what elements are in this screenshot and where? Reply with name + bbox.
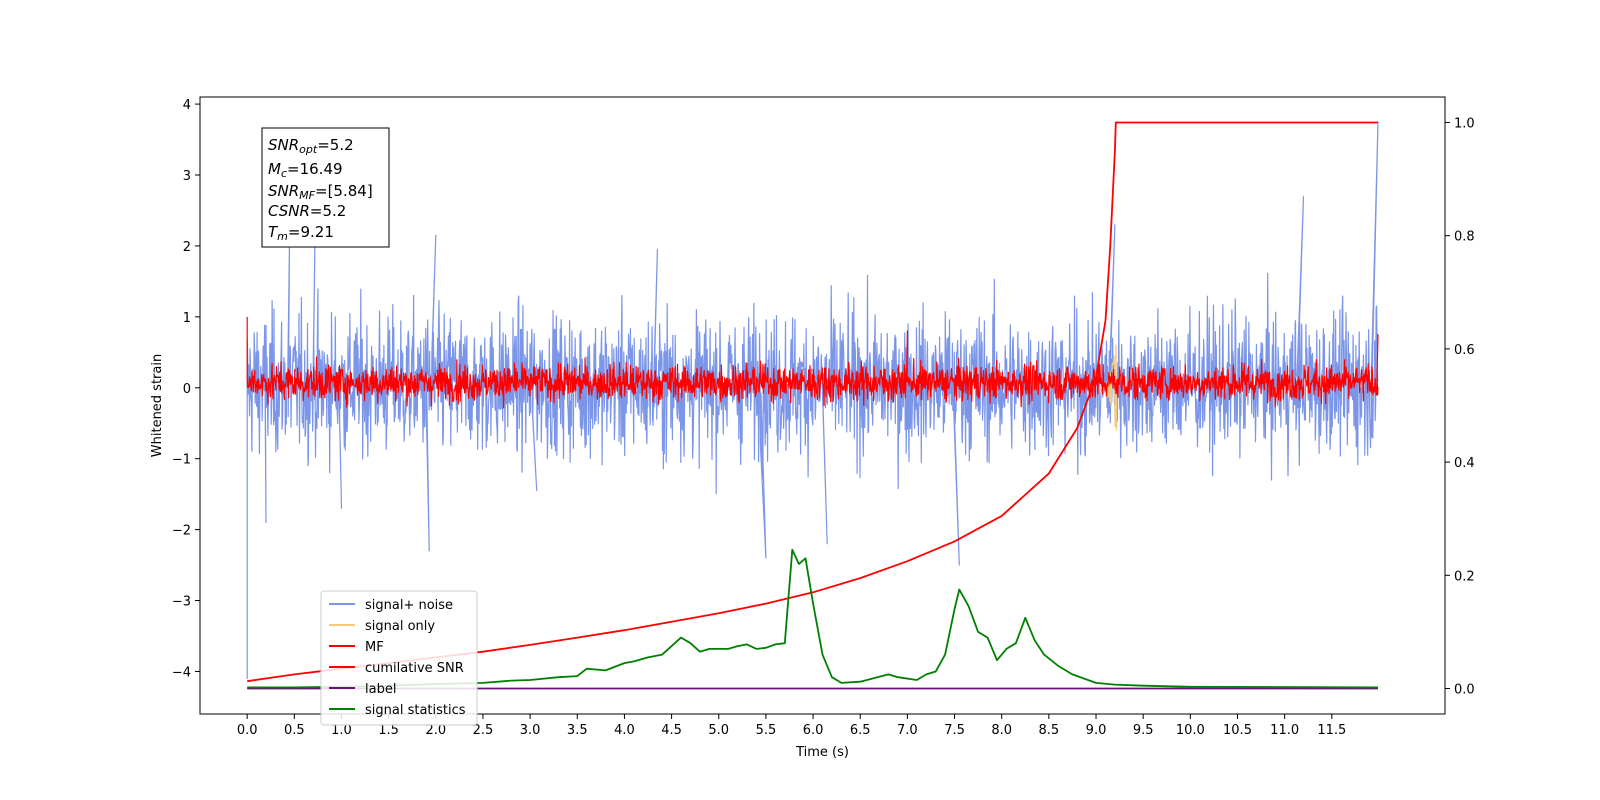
x-tick-label: 9.0 bbox=[1086, 723, 1107, 738]
stats-annotation-box: SNRopt=5.2 Mc=16.49 SNRMF=[5.84] CSNR=5.… bbox=[261, 127, 390, 248]
x-tick-label: 6.0 bbox=[803, 723, 824, 738]
x-tick-label: 10.5 bbox=[1223, 723, 1252, 738]
y-tick-label: 1 bbox=[183, 311, 191, 326]
y-right-tick-label: 0.2 bbox=[1454, 569, 1475, 584]
x-tick-label: 8.5 bbox=[1039, 723, 1060, 738]
legend-entry: signal only bbox=[365, 619, 435, 634]
x-tick-label: 5.5 bbox=[756, 723, 777, 738]
x-axis-label: Time (s) bbox=[795, 745, 849, 760]
x-tick-label: 9.5 bbox=[1133, 723, 1154, 738]
x-tick-label: 4.0 bbox=[614, 723, 635, 738]
series-line bbox=[246, 316, 1379, 409]
x-tick-label: 3.5 bbox=[567, 723, 588, 738]
y-tick-label: −1 bbox=[172, 453, 191, 468]
annotation-mc: Mc=16.49 bbox=[268, 160, 343, 180]
x-tick-label: 2.0 bbox=[425, 723, 446, 738]
y-tick-label: −4 bbox=[172, 665, 191, 680]
legend-entry: signal statistics bbox=[365, 703, 466, 718]
annotation-tm: Tm=9.21 bbox=[268, 223, 334, 243]
y-right-tick-label: 0.8 bbox=[1454, 230, 1475, 245]
annotation-snr-mf: SNRMF=[5.84] bbox=[268, 182, 373, 202]
legend-entry: label bbox=[365, 682, 396, 697]
x-tick-label: 5.0 bbox=[708, 723, 729, 738]
y-tick-label: −2 bbox=[172, 524, 191, 539]
series-line bbox=[247, 548, 1379, 689]
axes-frame bbox=[199, 96, 1446, 715]
y-right-tick-label: 1.0 bbox=[1454, 116, 1475, 131]
x-tick-label: 4.5 bbox=[661, 723, 682, 738]
x-tick-label: 6.5 bbox=[850, 723, 871, 738]
x-tick-label: 11.0 bbox=[1270, 723, 1299, 738]
legend: signal+ noise signal only MF cumilative SNR… bbox=[320, 590, 478, 726]
y-tick-label: 0 bbox=[183, 382, 191, 397]
y-axis-label: Whitened strain bbox=[150, 354, 165, 457]
annotation-csnr: CSNR=5.2 bbox=[268, 202, 346, 220]
y-right-tick-label: 0.4 bbox=[1454, 456, 1475, 471]
x-tick-label: 2.5 bbox=[473, 723, 494, 738]
x-tick-label: 8.0 bbox=[991, 723, 1012, 738]
axes: 0.0 0.5 1.0 1.5 2.0 2.5 3.0 3.5 4.0 4.5 5.0 5.5 6.0 6… bbox=[172, 96, 1475, 738]
x-tick-label: 0.5 bbox=[284, 723, 305, 738]
y-right-tick-label: 0.0 bbox=[1454, 683, 1475, 698]
x-tick-label: 1.5 bbox=[378, 723, 399, 738]
legend-entry: MF bbox=[365, 640, 384, 655]
annotation-snr-opt: SNRopt=5.2 bbox=[268, 136, 354, 156]
x-tick-label: 10.0 bbox=[1176, 723, 1205, 738]
x-tick-label: 1.0 bbox=[331, 723, 352, 738]
y-tick-label: 3 bbox=[183, 169, 191, 184]
legend-entry: cumilative SNR bbox=[365, 661, 464, 676]
legend-entry: signal+ noise bbox=[365, 598, 453, 613]
y-right-tick-label: 0.6 bbox=[1454, 343, 1475, 358]
x-tick-label: 3.0 bbox=[520, 723, 541, 738]
x-tick-label: 0.0 bbox=[237, 723, 258, 738]
annotation-frame bbox=[261, 127, 390, 248]
x-tick-label: 7.0 bbox=[897, 723, 918, 738]
y-tick-label: −3 bbox=[172, 595, 191, 610]
y-tick-label: 4 bbox=[183, 98, 191, 113]
x-tick-label: 11.5 bbox=[1317, 723, 1346, 738]
y-tick-label: 2 bbox=[183, 240, 191, 255]
legend-frame bbox=[320, 590, 478, 726]
x-tick-label: 7.5 bbox=[944, 723, 965, 738]
